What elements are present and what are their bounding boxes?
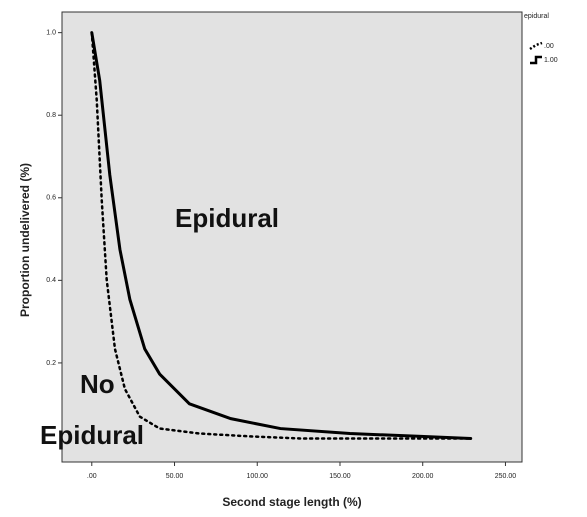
survival-line <box>90 31 472 440</box>
x-tick-label: 200.00 <box>412 473 434 480</box>
legend-label: .00 <box>544 43 554 50</box>
x-axis-title: Second stage length (%) <box>222 495 361 509</box>
x-tick-label: 50.00 <box>166 473 184 480</box>
annotation: Epidural <box>40 420 144 450</box>
y-tick-label: 1.0 <box>46 29 56 36</box>
legend-swatch <box>529 41 543 51</box>
x-tick-label: 100.00 <box>247 473 269 480</box>
annotation: Epidural <box>175 203 279 233</box>
survival-line <box>90 31 473 440</box>
x-tick-label: 150.00 <box>329 473 351 480</box>
legend-title: epidural <box>524 13 549 20</box>
x-tick-label: 250.00 <box>495 473 517 480</box>
x-tick-label: .00 <box>87 473 97 480</box>
y-tick-label: 0.8 <box>46 112 56 119</box>
y-tick-label: 0.4 <box>46 277 56 284</box>
y-tick-label: 0.2 <box>46 360 56 367</box>
plot-area <box>61 11 523 463</box>
y-axis-title: Proportion undelivered (%) <box>18 163 32 317</box>
y-tick-label: 0.6 <box>46 195 56 202</box>
legend-swatch <box>530 55 542 65</box>
annotation: No <box>80 369 115 399</box>
legend-label: 1.00 <box>544 57 558 64</box>
